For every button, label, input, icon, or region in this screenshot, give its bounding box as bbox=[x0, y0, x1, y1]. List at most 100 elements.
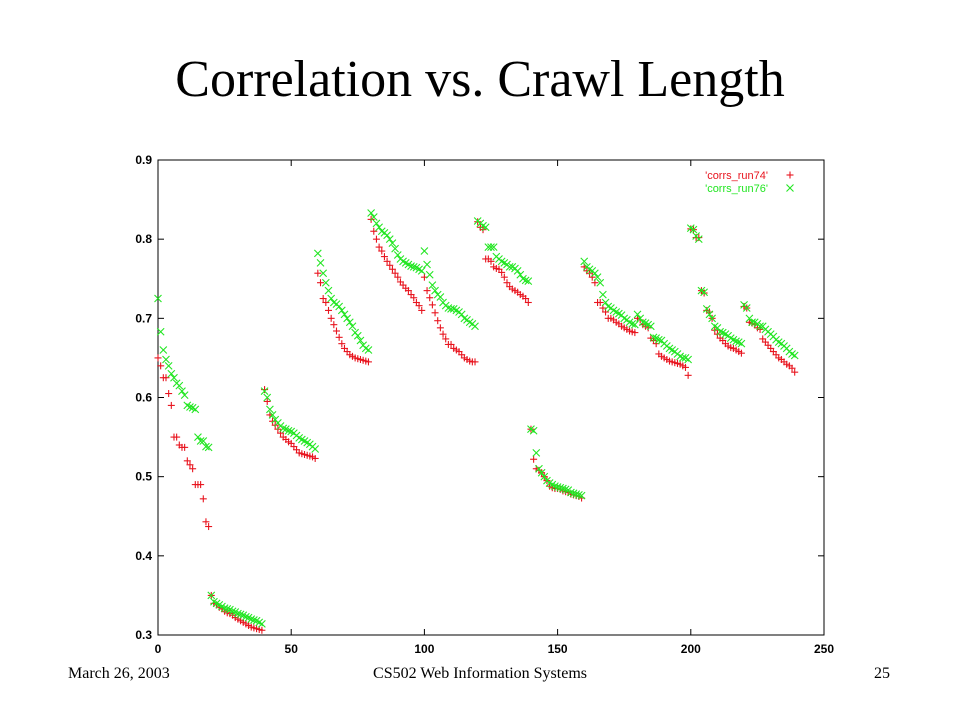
run76-point bbox=[191, 405, 200, 414]
run76-point bbox=[388, 239, 397, 248]
run76-point bbox=[356, 336, 365, 345]
chart-legend: 'corrs_run74''corrs_run76' bbox=[705, 170, 794, 195]
run76-point bbox=[646, 322, 655, 331]
run76-point bbox=[532, 449, 541, 457]
run74-point bbox=[202, 518, 210, 526]
run76-point bbox=[598, 290, 607, 299]
run76-point bbox=[628, 319, 637, 328]
run76-point bbox=[537, 468, 546, 477]
slide-title: Correlation vs. Crawl Length bbox=[175, 51, 785, 108]
run74-point bbox=[157, 362, 165, 370]
run76-point bbox=[551, 482, 559, 491]
run74-point bbox=[332, 327, 340, 335]
run76-point bbox=[420, 247, 429, 255]
run76-point bbox=[702, 304, 711, 313]
run76-point bbox=[159, 346, 168, 354]
y-tick-label: 0.9 bbox=[135, 153, 152, 167]
run74-point bbox=[428, 301, 436, 309]
legend-label: 'corrs_run74' bbox=[705, 170, 768, 182]
run76-point bbox=[407, 262, 415, 270]
run74-point bbox=[375, 243, 383, 251]
run74-point bbox=[394, 273, 402, 281]
run74-point bbox=[415, 302, 423, 310]
run74-point bbox=[684, 371, 692, 379]
run74-point bbox=[471, 358, 479, 366]
run76-point bbox=[263, 393, 272, 402]
run74-point bbox=[522, 295, 530, 303]
run76-point bbox=[553, 483, 562, 491]
footer-date: March 26, 2003 bbox=[68, 665, 170, 682]
run74-point bbox=[269, 417, 277, 425]
run74-point bbox=[258, 626, 266, 634]
run74-point bbox=[474, 218, 482, 226]
run76-point bbox=[154, 294, 162, 303]
run76-point bbox=[335, 302, 344, 311]
run76-point bbox=[694, 235, 703, 244]
run74-point bbox=[737, 349, 745, 357]
run76-point bbox=[742, 304, 751, 312]
run76-point bbox=[425, 270, 434, 279]
legend-marker bbox=[786, 184, 794, 192]
run74-point bbox=[596, 299, 604, 306]
run76-point bbox=[265, 405, 274, 414]
run76-point bbox=[369, 213, 378, 221]
legend-marker bbox=[786, 171, 794, 179]
run74-point bbox=[189, 465, 197, 473]
run74-point bbox=[165, 390, 173, 398]
footer-course: CS502 Web Information Systems bbox=[373, 665, 587, 682]
run74-point bbox=[447, 340, 455, 348]
run76-point bbox=[737, 339, 746, 348]
run76-point bbox=[524, 277, 533, 286]
run76-point bbox=[348, 322, 357, 331]
run76-point bbox=[561, 485, 570, 494]
run76-point bbox=[207, 591, 216, 600]
run76-point bbox=[447, 304, 455, 313]
y-tick-label: 0.6 bbox=[135, 391, 152, 405]
run76-point bbox=[162, 355, 170, 364]
run76-point bbox=[633, 310, 642, 319]
run76-point bbox=[311, 445, 320, 453]
run76-point bbox=[236, 610, 245, 619]
run76-point bbox=[732, 337, 740, 346]
run74-point bbox=[436, 324, 444, 332]
chart-axes: 0 50 100 150 200 250 0.3 0.4 0.5 0.6 0.7 0.8 0.9 bbox=[135, 153, 834, 656]
run74-point bbox=[524, 299, 532, 306]
run76-point bbox=[481, 223, 490, 232]
run74-point bbox=[330, 321, 338, 329]
run76-point bbox=[591, 269, 599, 278]
run76-point bbox=[247, 615, 256, 624]
run74-point bbox=[439, 330, 447, 338]
run74-point bbox=[434, 317, 442, 325]
y-tick-label: 0.4 bbox=[135, 549, 152, 563]
run76-point bbox=[638, 318, 647, 327]
run74-point bbox=[383, 257, 391, 265]
run74-point bbox=[199, 495, 207, 503]
run76-point bbox=[521, 276, 530, 285]
run76-point bbox=[313, 249, 322, 258]
run76-point bbox=[417, 266, 426, 275]
run74-point bbox=[487, 257, 495, 265]
run76-point bbox=[559, 484, 567, 493]
run76-point bbox=[156, 327, 165, 336]
run76-point bbox=[268, 411, 277, 419]
run74-point bbox=[154, 354, 162, 362]
run74-point bbox=[378, 247, 386, 255]
x-tick-label: 150 bbox=[548, 642, 568, 656]
run74-point bbox=[317, 279, 325, 287]
run76-point bbox=[708, 314, 717, 323]
run76-point bbox=[423, 260, 431, 269]
run76-point bbox=[316, 259, 325, 267]
run76-point bbox=[194, 433, 202, 441]
run74-point bbox=[372, 235, 380, 243]
run76-point bbox=[572, 490, 581, 498]
run74-point bbox=[263, 397, 271, 405]
run76-point bbox=[593, 273, 602, 282]
y-tick-label: 0.3 bbox=[135, 628, 152, 642]
run74-point bbox=[338, 340, 346, 348]
run74-point bbox=[388, 265, 396, 273]
run74-point bbox=[197, 481, 205, 489]
run76-point bbox=[428, 281, 437, 289]
run74-point bbox=[261, 386, 269, 394]
run76-point bbox=[340, 310, 349, 319]
